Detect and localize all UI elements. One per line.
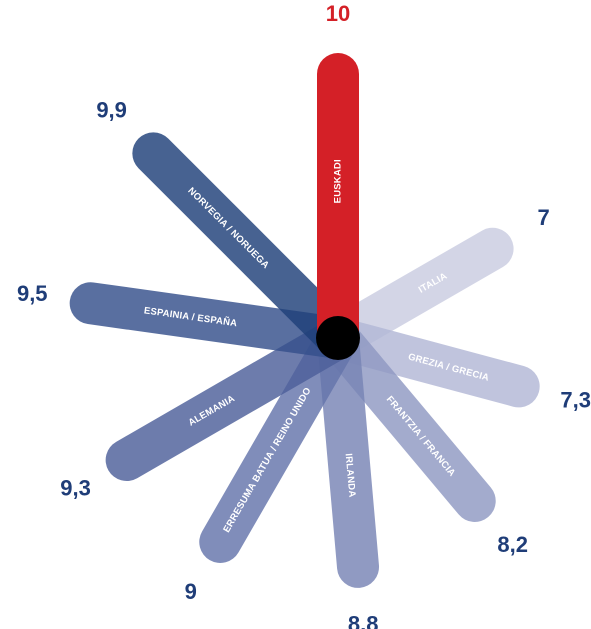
center-hub [316, 316, 360, 360]
bar-espainia-españa [69, 282, 359, 359]
bar-shape [317, 317, 540, 408]
bar-alemania [105, 317, 359, 482]
bar-shape [199, 317, 359, 563]
bars-group [69, 53, 540, 588]
bar-shape [317, 53, 359, 359]
category-label: IRLANDA [343, 453, 358, 498]
bar-euskadi [317, 53, 359, 359]
value-label: 9 [185, 579, 197, 604]
value-label: 9,9 [96, 97, 127, 122]
bar-shape [132, 132, 359, 359]
value-label: 7,3 [560, 387, 591, 412]
bar-erresuma-batua-reino-unido [199, 317, 359, 563]
value-label: 8,2 [497, 532, 528, 557]
value-label: 10 [326, 1, 350, 26]
bar-norvegia-noruega [132, 132, 359, 359]
bar-grezia-grecia [317, 317, 540, 408]
category-label: EUSKADI [333, 159, 344, 203]
value-label: 7 [538, 205, 550, 230]
bar-shape [105, 317, 359, 482]
bar-shape [69, 282, 359, 359]
category-label: NORVEGIA / NORUEGA [185, 185, 271, 271]
value-label: 8,8 [348, 612, 379, 629]
value-label: 9,5 [17, 281, 48, 306]
value-label: 9,3 [60, 475, 91, 500]
